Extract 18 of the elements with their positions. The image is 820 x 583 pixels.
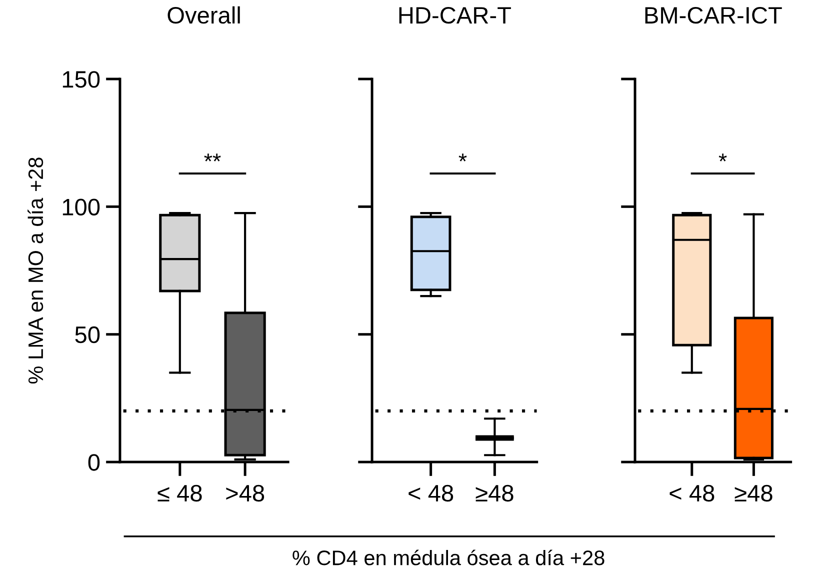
x-tick-label: ≥48 (734, 484, 772, 502)
x-tick-label: ≤ 48 (158, 484, 202, 502)
y-tick-label: 50 (75, 326, 100, 344)
x-tick-label: < 48 (408, 484, 454, 502)
chart-title: Overall (168, 6, 240, 24)
annotation: * (718, 154, 727, 162)
y-tick-label: 150 (62, 71, 100, 88)
y-tick-label: 100 (62, 198, 100, 216)
chart-title: HD-CAR-T (399, 6, 511, 24)
annotation: * (458, 154, 467, 162)
x-tick-label: >48 (226, 484, 264, 502)
x-axis-title: % CD4 en médula ósea a día +28 (292, 550, 604, 566)
chart-title: BM-CAR-ICT (645, 6, 782, 24)
y-tick-label: 0 (88, 454, 100, 471)
x-tick-label: ≥48 (476, 484, 514, 502)
x-tick-label: < 48 (670, 484, 714, 502)
annotation: ** (204, 154, 221, 162)
y-axis-title: % LMA en MO a día +28 (28, 158, 44, 384)
